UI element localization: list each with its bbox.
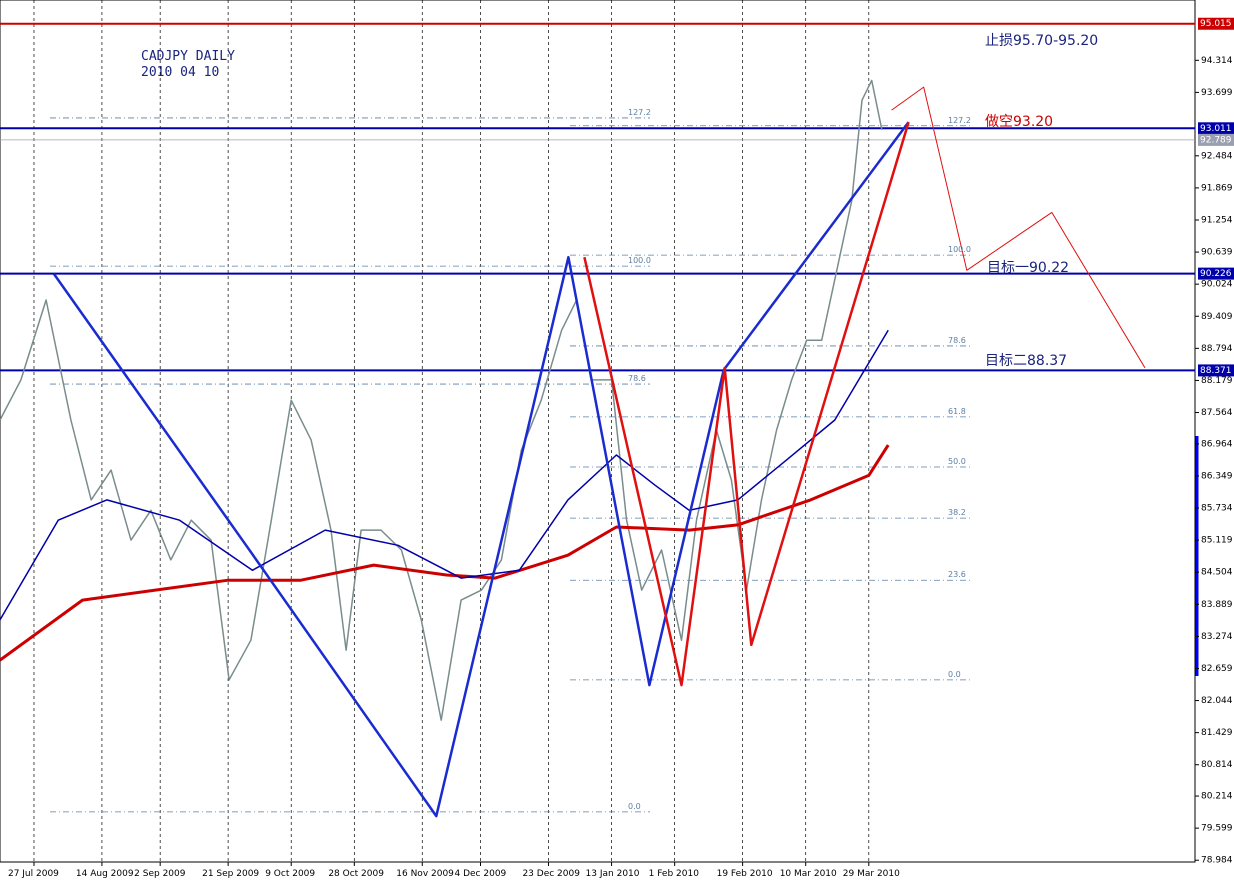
y-tick-label: 90.024 — [1201, 280, 1233, 290]
level-box — [1198, 17, 1234, 30]
x-tick-label: 13 Jan 2010 — [586, 869, 640, 879]
level-box — [1198, 133, 1234, 146]
y-tick-label: 92.484 — [1201, 151, 1233, 161]
y-tick-label: 78.984 — [1201, 856, 1233, 866]
series-line — [0, 329, 889, 621]
y-tick-label: 81.429 — [1201, 728, 1233, 738]
y-tick-label: 83.274 — [1201, 632, 1233, 642]
x-tick-label: 2 Sep 2009 — [134, 869, 186, 879]
level-label: 95.015 — [1200, 19, 1232, 29]
level-box — [1198, 364, 1234, 377]
level-label: 90.226 — [1200, 269, 1232, 279]
x-tick-label: 1 Feb 2010 — [649, 869, 700, 879]
series-line — [0, 444, 890, 662]
plot-frame — [0, 0, 1196, 863]
y-tick-label: 94.314 — [1201, 56, 1233, 66]
y-tick-label: 91.869 — [1201, 183, 1233, 193]
x-tick-label: 14 Aug 2009 — [76, 869, 134, 879]
annotation: 做空93.20 — [985, 114, 1053, 130]
annotation: 目标二88.37 — [985, 353, 1067, 369]
fib-label: 0.0 — [948, 670, 961, 679]
fib-label: 100.0 — [628, 256, 651, 265]
y-tick-label: 84.504 — [1201, 568, 1233, 578]
y-tick-label: 85.734 — [1201, 504, 1233, 514]
y-tick-label: 79.599 — [1201, 824, 1233, 834]
y-tick-label: 89.409 — [1201, 312, 1233, 322]
fib-label: 61.8 — [948, 407, 966, 416]
series-line — [0, 79, 883, 721]
series-line — [583, 121, 910, 687]
x-tick-label: 23 Dec 2009 — [522, 869, 580, 879]
fib-label: 78.6 — [628, 374, 646, 383]
fib-label: 23.6 — [948, 570, 966, 579]
level-label: 92.789 — [1200, 135, 1232, 145]
y-tick-label: 93.699 — [1201, 88, 1233, 98]
chart-title: CADJPY DAILY — [141, 49, 235, 64]
x-tick-label: 29 Mar 2010 — [843, 869, 900, 879]
y-tick-label: 90.639 — [1201, 248, 1233, 258]
annotation: 目标一90.22 — [987, 260, 1069, 276]
y-tick-label: 88.794 — [1201, 344, 1233, 354]
annotation: 止损95.70-95.20 — [985, 33, 1098, 49]
grid — [33, 0, 970, 862]
fib-label: 38.2 — [948, 508, 966, 517]
x-tick-label: 19 Feb 2010 — [717, 869, 773, 879]
y-tick-label: 88.179 — [1201, 376, 1233, 386]
x-tick-label: 27 Jul 2009 — [8, 869, 59, 879]
y-tick-label: 86.964 — [1201, 439, 1233, 449]
y-tick-label: 87.564 — [1201, 408, 1233, 418]
chart-subtitle: 2010 04 10 — [141, 65, 219, 80]
fib-label: 78.6 — [948, 336, 966, 345]
fib-label: 127.2 — [948, 116, 971, 125]
x-tick-label: 21 Sep 2009 — [202, 869, 259, 879]
x-tick-label: 9 Oct 2009 — [265, 869, 315, 879]
y-tick-label: 91.254 — [1201, 215, 1233, 225]
y-tick-label: 80.214 — [1201, 792, 1233, 802]
fib-label: 50.0 — [948, 457, 966, 466]
marks — [0, 22, 1195, 818]
fib-label: 0.0 — [628, 802, 641, 811]
level-label: 88.371 — [1200, 366, 1232, 376]
fib-label: 127.2 — [628, 108, 651, 117]
y-tick-label: 85.119 — [1201, 536, 1233, 546]
x-tick-label: 16 Nov 2009 — [396, 869, 454, 879]
fib-label: 100.0 — [948, 245, 971, 254]
y-tick-label: 82.659 — [1201, 664, 1233, 674]
y-tick-label: 80.814 — [1201, 760, 1233, 770]
y-tick-label: 86.349 — [1201, 471, 1233, 481]
level-box — [1198, 267, 1234, 280]
x-tick-label: 10 Mar 2010 — [780, 869, 837, 879]
x-tick-label: 28 Oct 2009 — [328, 869, 384, 879]
series-line — [891, 86, 1146, 369]
level-box — [1198, 122, 1234, 135]
level-label: 93.011 — [1200, 124, 1232, 134]
x-tick-label: 4 Dec 2009 — [455, 869, 507, 879]
y-tick-label: 82.044 — [1201, 696, 1233, 706]
y-tick-label: 83.889 — [1201, 600, 1233, 610]
